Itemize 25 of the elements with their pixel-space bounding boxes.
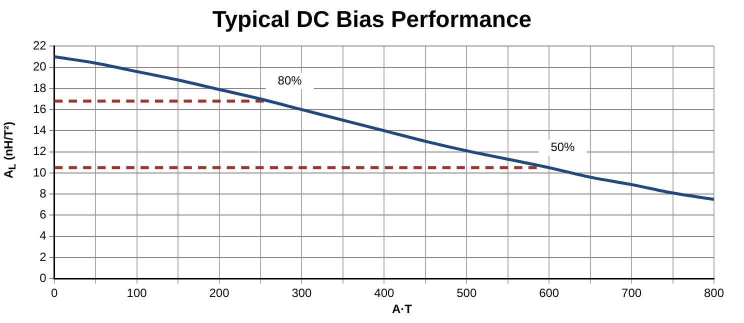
y-tick-label: 10: [32, 165, 47, 180]
y-tick-label: 14: [32, 123, 47, 138]
x-tick-label: 0: [51, 286, 58, 300]
y-tick-label: 6: [40, 208, 47, 222]
x-tick-label: 300: [292, 286, 312, 300]
y-tick-label: 22: [32, 38, 47, 53]
y-tick-label: 20: [32, 60, 47, 74]
y-tick-label: 2: [40, 250, 47, 264]
y-tick-label: 4: [40, 228, 47, 243]
x-tick-label: 700: [622, 286, 642, 300]
annotation: 50%: [550, 140, 576, 154]
y-tick-label: 18: [32, 80, 47, 95]
y-tick-label: 0: [40, 270, 47, 285]
x-tick-label: 400: [374, 286, 395, 300]
x-tick-label: 500: [456, 286, 477, 300]
y-tick-label: 16: [32, 102, 47, 116]
y-tick-label: 8: [40, 186, 47, 200]
y-tick-label: 12: [32, 144, 47, 158]
chart-title: Typical DC Bias Performance: [211, 6, 533, 33]
x-tick-label: 800: [704, 286, 724, 300]
x-tick-label: 200: [209, 286, 230, 300]
x-tick-label: 100: [126, 286, 148, 300]
x-axis-title: A·T: [391, 302, 413, 316]
annotation: 80%: [278, 73, 302, 88]
x-tick-label: 600: [539, 286, 560, 300]
